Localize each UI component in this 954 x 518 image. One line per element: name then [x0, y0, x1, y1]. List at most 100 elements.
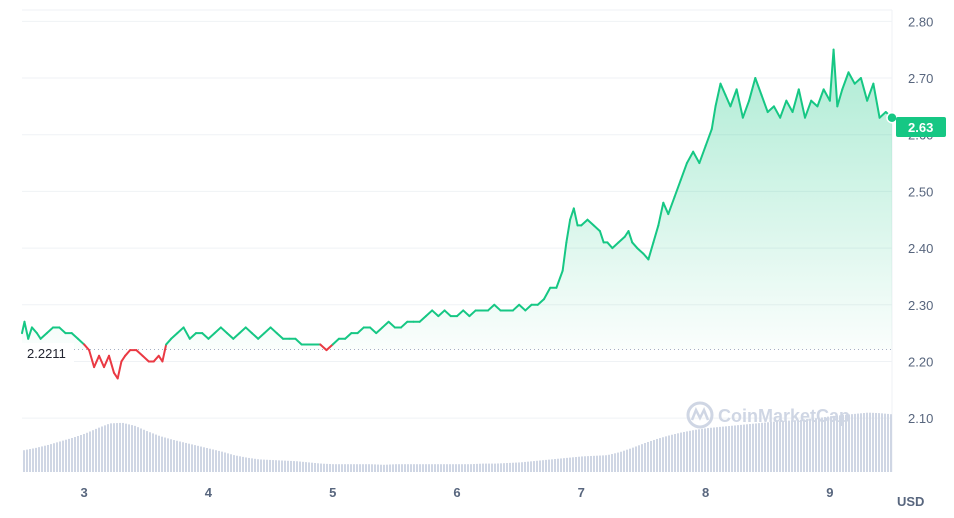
price-segment [692, 150, 701, 165]
price-segment [735, 88, 744, 119]
volume-bar [440, 464, 442, 472]
price-segment [617, 235, 626, 244]
price-segment [381, 320, 390, 329]
price-segment [219, 326, 229, 335]
volume-bar [626, 449, 628, 472]
volume-bar [494, 463, 496, 472]
price-segment [232, 332, 241, 340]
volume-bar [98, 427, 100, 472]
price-segment [98, 354, 106, 369]
price-segment [76, 337, 86, 346]
volume-bar [500, 463, 502, 472]
volume-bar [890, 414, 892, 472]
volume-bar [575, 457, 577, 472]
volume-bar [563, 458, 565, 472]
volume-bar [614, 453, 616, 472]
volume-bar [23, 450, 25, 472]
reference-label: 2.2211 [27, 346, 66, 361]
volume-bar [485, 463, 487, 472]
volume-bar [344, 464, 346, 472]
price-segment [536, 298, 545, 306]
volume-bar [491, 463, 493, 472]
price-segment [462, 309, 471, 318]
volume-bar [734, 425, 736, 472]
volume-bar [650, 440, 652, 472]
price-segment [456, 309, 465, 318]
volume-bar [608, 454, 610, 472]
volume-bar [572, 457, 574, 472]
volume-bar [170, 439, 172, 472]
price-segment [93, 354, 101, 369]
price-segment [586, 218, 595, 227]
price-segment [431, 309, 440, 318]
volume-bar [869, 412, 871, 472]
volume-bar [371, 464, 373, 472]
volume-bar [503, 463, 505, 472]
volume-bar [761, 422, 763, 472]
volume-bar [479, 463, 481, 472]
volume-bar [698, 429, 700, 472]
volume-bar [743, 424, 745, 472]
price-segment [331, 337, 340, 346]
volume-bar [701, 428, 703, 472]
volume-bar [521, 462, 523, 472]
price-segment [27, 326, 33, 340]
x-tick-label: 4 [205, 485, 213, 500]
volume-bar [539, 460, 541, 472]
price-segment [797, 88, 806, 119]
price-segment [238, 326, 247, 335]
volume-bar [395, 464, 397, 472]
volume-bar [644, 443, 646, 472]
volume-bar [587, 456, 589, 472]
volume-bar [641, 444, 643, 472]
x-tick-label: 8 [702, 485, 709, 500]
price-segment [828, 48, 835, 102]
y-axis-ticks: 2.802.702.602.502.402.302.202.10 [908, 14, 933, 426]
price-segment [39, 332, 48, 340]
volume-bar [758, 423, 760, 472]
price-segment [561, 241, 568, 272]
x-axis-ticks: 3 4 5 6 7 8 9 [81, 485, 834, 500]
price-segment [748, 77, 757, 102]
price-segment [201, 332, 210, 340]
volume-bar [188, 443, 190, 472]
price-segment [710, 105, 717, 131]
price-segment [524, 303, 533, 312]
volume-bar [149, 432, 151, 472]
volume-bar [56, 442, 58, 472]
volume-bar [71, 438, 73, 472]
volume-bar [887, 413, 889, 472]
volume-bar [524, 461, 526, 472]
volume-bar [389, 464, 391, 472]
volume-bar [773, 421, 775, 472]
volume-bar [176, 440, 178, 472]
price-segment [213, 326, 222, 335]
volume-bar [257, 459, 259, 472]
volume-bar [716, 427, 718, 472]
volume-bar [110, 423, 112, 472]
currency-unit-label: USD [897, 494, 924, 509]
volume-bar [224, 452, 226, 472]
volume-bar [272, 460, 274, 472]
volume-bar [680, 432, 682, 472]
volume-bar [152, 433, 154, 472]
x-tick-label: 5 [329, 485, 336, 500]
volume-bar [74, 437, 76, 472]
volume-bar [632, 447, 634, 472]
price-segment [35, 332, 42, 340]
volume-bar [266, 459, 268, 472]
volume-bar [527, 461, 529, 472]
price-segment [662, 201, 670, 216]
volume-bar [785, 420, 787, 472]
volume-bar [269, 459, 271, 472]
volume-bar [566, 457, 568, 472]
volume-bar [638, 445, 640, 472]
price-segment [569, 207, 575, 221]
y-tick-label: 2.30 [908, 298, 933, 313]
price-segment [714, 82, 722, 108]
price-segment [631, 241, 639, 250]
volume-bar [104, 425, 106, 472]
volume-bar [851, 414, 853, 472]
volume-bar [770, 421, 772, 472]
volume-bar [107, 424, 109, 472]
